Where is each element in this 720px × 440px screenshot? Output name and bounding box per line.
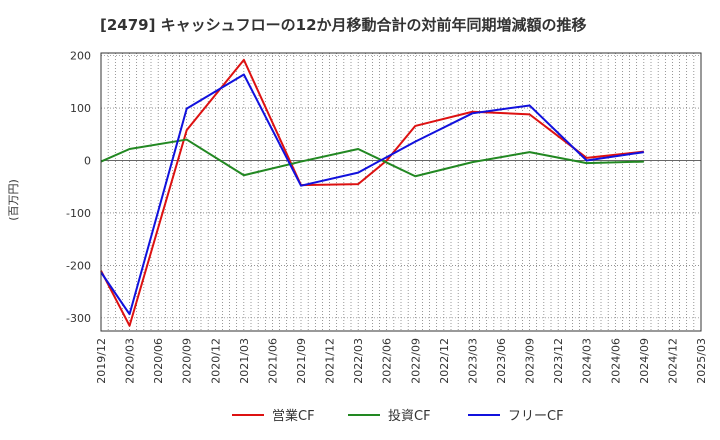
x-tick-label: 2022/09 xyxy=(409,338,422,384)
x-tick-label: 2024/03 xyxy=(581,338,594,384)
x-tick-label: 2023/03 xyxy=(466,338,479,384)
x-tick-label: 2022/03 xyxy=(352,338,365,384)
grid-layer xyxy=(101,53,701,331)
legend: 営業CF 投資CF フリーCF xyxy=(232,408,564,424)
x-tick-label: 2022/06 xyxy=(381,338,394,384)
x-tick-label: 2019/12 xyxy=(95,338,108,384)
legend-label-0: 営業CF xyxy=(272,408,315,424)
y-tick-labels: 200 100 0 -100 -200 -300 xyxy=(66,50,91,325)
x-tick-label: 2021/06 xyxy=(266,338,279,384)
x-tick-label: 2024/09 xyxy=(638,338,651,384)
x-tick-label: 2021/12 xyxy=(324,338,337,384)
x-tick-label: 2024/06 xyxy=(609,338,622,384)
x-tick-label: 2024/12 xyxy=(666,338,679,384)
x-tick-label: 2023/09 xyxy=(524,338,537,384)
y-tick-label: 100 xyxy=(70,102,91,115)
x-tick-label: 2021/09 xyxy=(295,338,308,384)
series-line-0 xyxy=(100,58,644,327)
series-line-1 xyxy=(100,138,644,178)
x-tick-label: 2020/09 xyxy=(181,338,194,384)
x-tick-label: 2025/03 xyxy=(695,338,708,384)
x-tick-label: 2023/12 xyxy=(552,338,565,384)
x-tick-label: 2022/12 xyxy=(438,338,451,384)
x-tick-label: 2020/06 xyxy=(152,338,165,384)
series-layer xyxy=(100,58,645,327)
y-axis-label: (百万円) xyxy=(7,179,20,221)
y-tick-label: -300 xyxy=(66,312,91,325)
chart-title: [2479] キャッシュフローの12か月移動合計の対前年同期増減額の推移 xyxy=(100,16,587,34)
x-tick-label: 2020/03 xyxy=(124,338,137,384)
x-tick-labels: 2019/12 2020/03 2020/06 2020/09 2020/12 2021/… xyxy=(95,338,708,384)
plot-frame xyxy=(100,52,702,332)
series-line-2 xyxy=(100,73,645,316)
y-tick-label: -100 xyxy=(66,207,91,220)
x-tick-label: 2023/06 xyxy=(495,338,508,384)
y-tick-label: -200 xyxy=(66,259,91,272)
legend-label-1: 投資CF xyxy=(388,408,431,424)
x-tick-label: 2020/12 xyxy=(209,338,222,384)
y-tick-label: 0 xyxy=(84,155,91,168)
y-tick-label: 200 xyxy=(70,50,91,63)
x-tick-label: 2021/03 xyxy=(238,338,251,384)
legend-label-2: フリーCF xyxy=(508,409,564,424)
